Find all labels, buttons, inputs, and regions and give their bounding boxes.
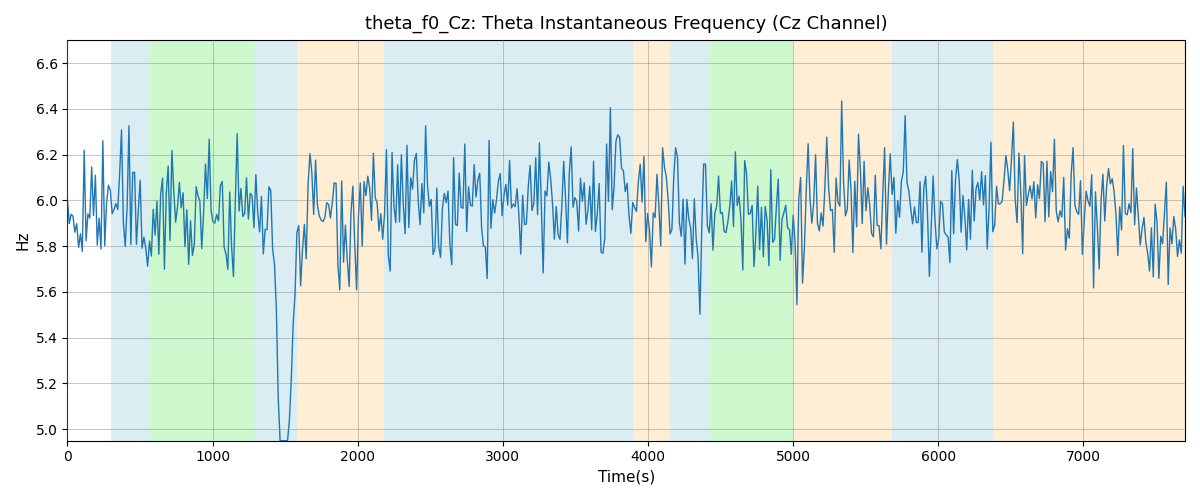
Y-axis label: Hz: Hz bbox=[16, 230, 30, 250]
Bar bbox=[670, 40, 709, 440]
X-axis label: Time(s): Time(s) bbox=[598, 470, 655, 485]
Bar bbox=[1037, 40, 1186, 440]
Bar bbox=[384, 40, 634, 440]
Bar bbox=[793, 40, 892, 440]
Bar bbox=[110, 40, 149, 440]
Bar bbox=[892, 40, 994, 440]
Bar bbox=[149, 40, 253, 440]
Bar bbox=[296, 40, 384, 440]
Title: theta_f0_Cz: Theta Instantaneous Frequency (Cz Channel): theta_f0_Cz: Theta Instantaneous Frequen… bbox=[365, 15, 888, 34]
Bar bbox=[253, 40, 296, 440]
Bar bbox=[709, 40, 793, 440]
Bar bbox=[634, 40, 670, 440]
Bar bbox=[994, 40, 1037, 440]
